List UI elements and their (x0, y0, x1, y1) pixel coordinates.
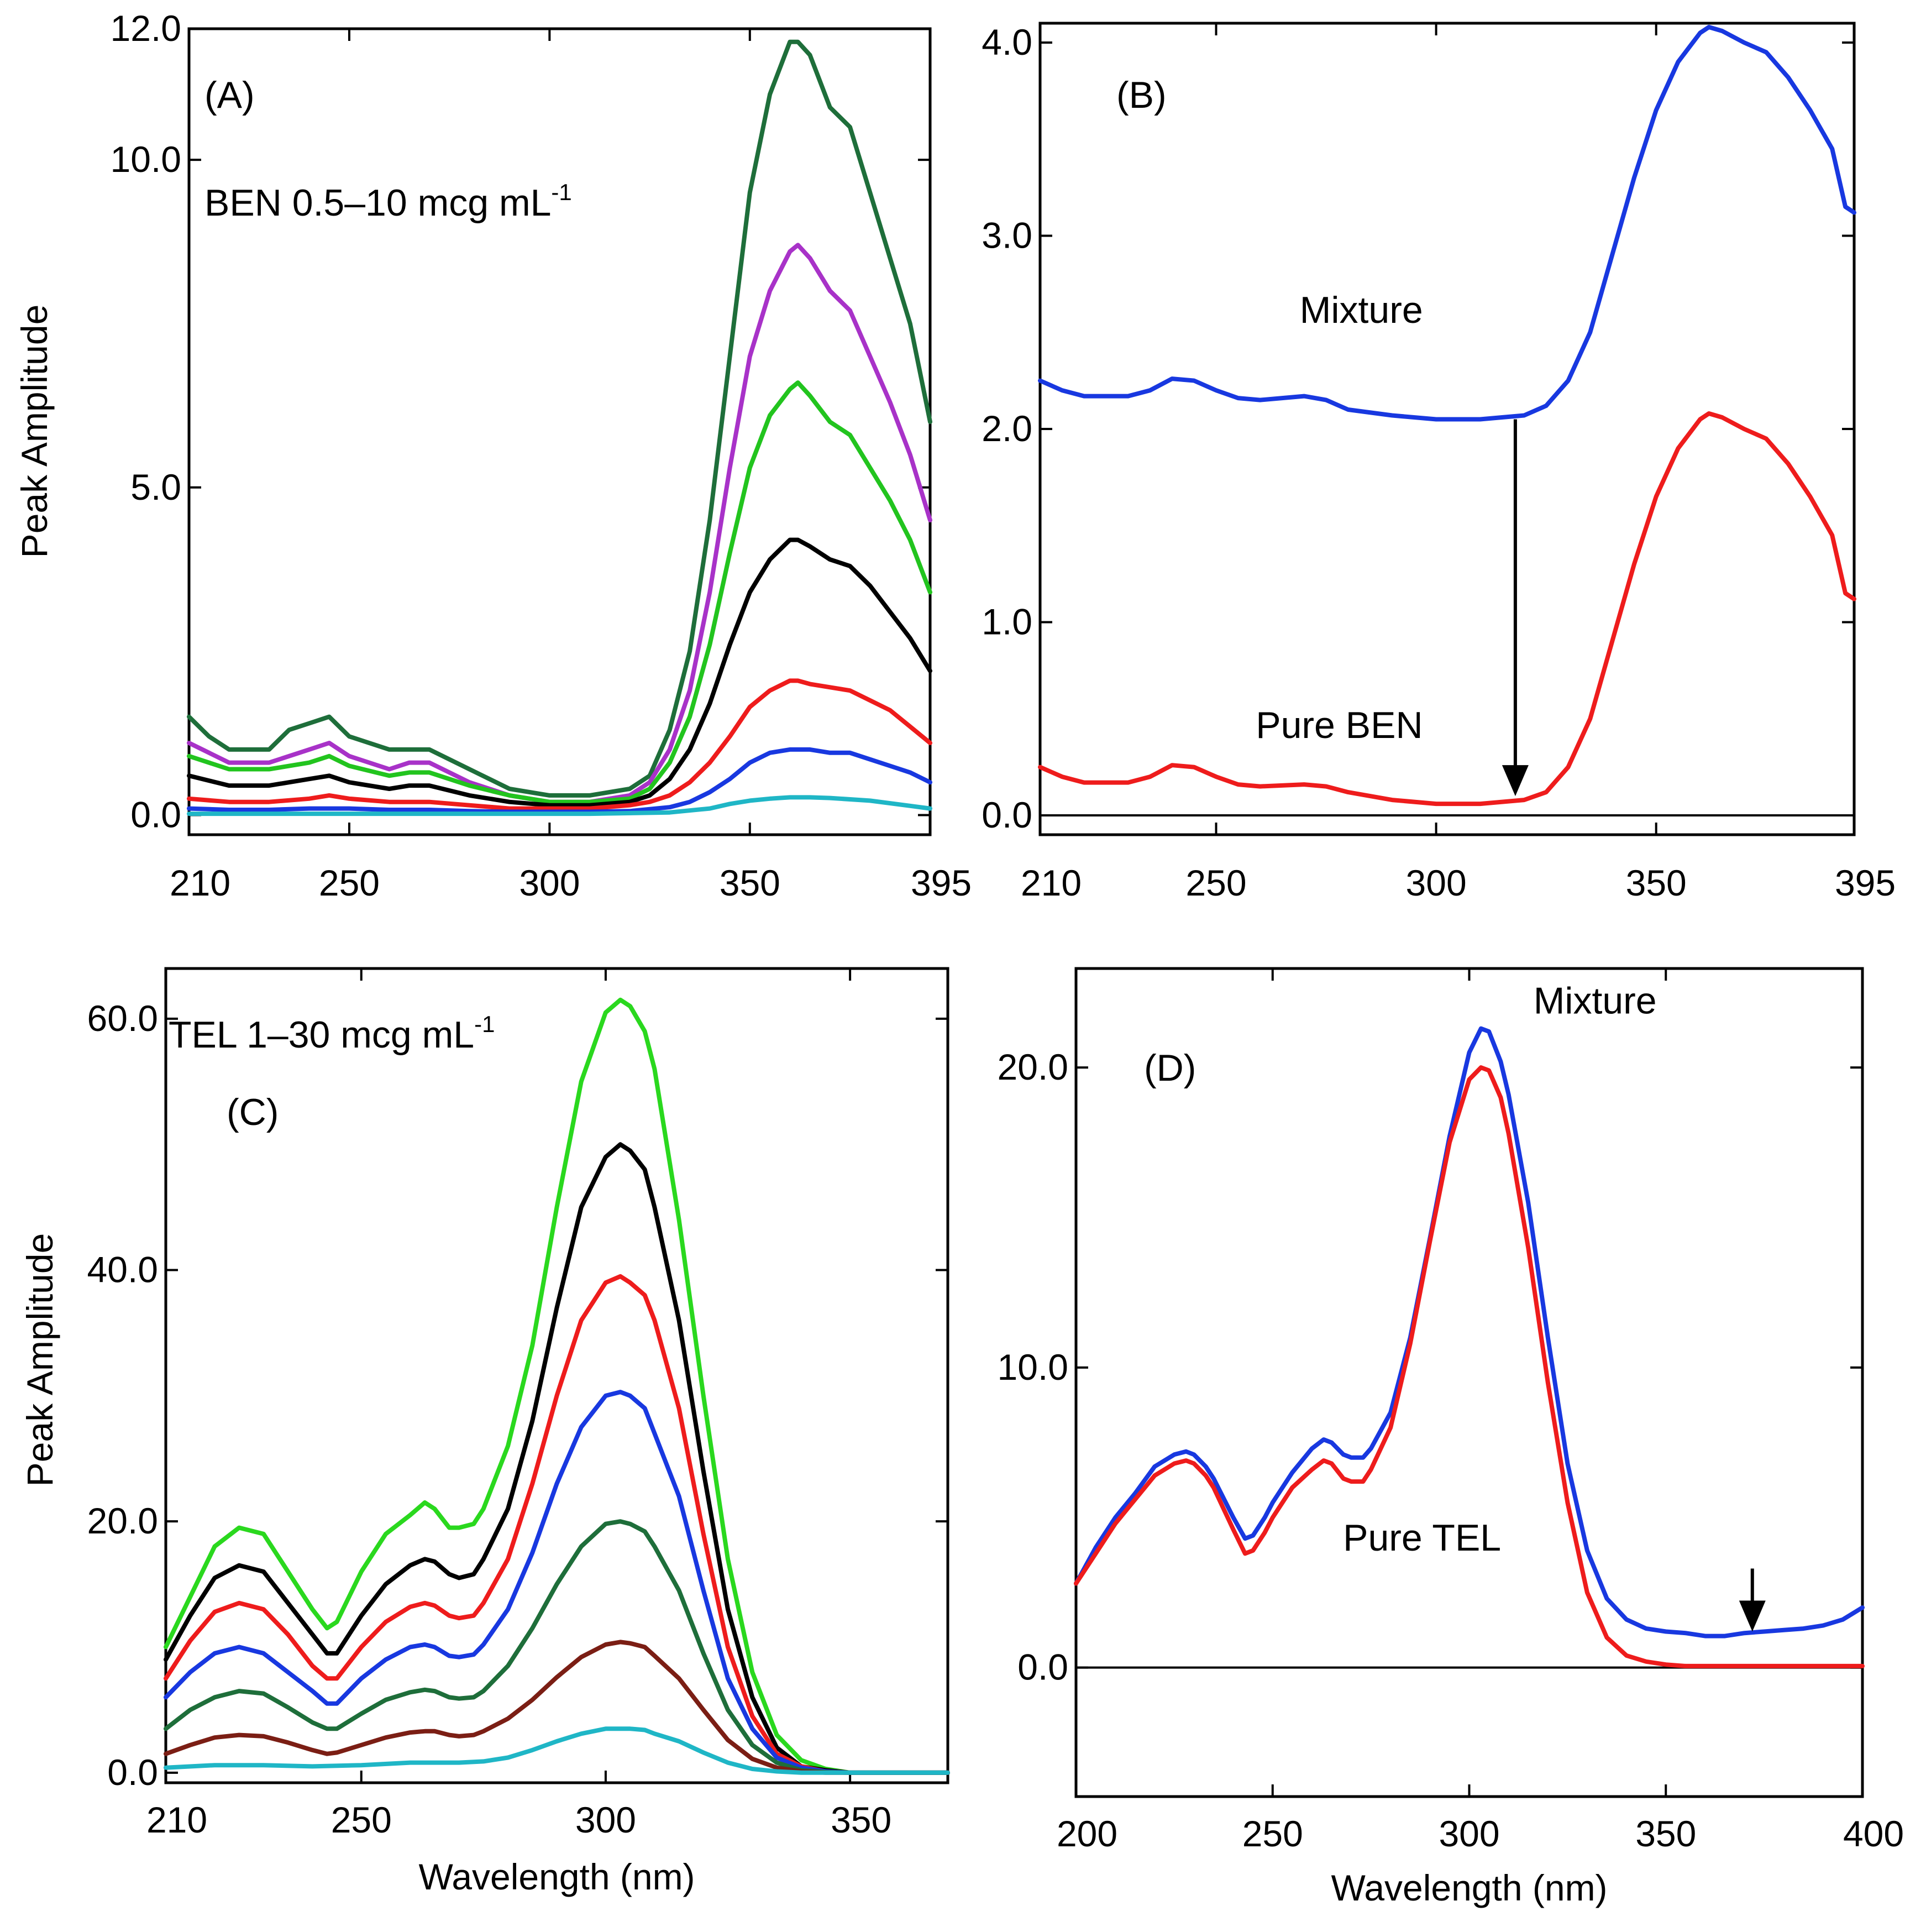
x-tick-label: 395 (911, 862, 972, 903)
plot-frame (1074, 967, 1864, 1798)
y-tick-label: 0.0 (982, 794, 1032, 835)
series-line-b-0 (1038, 25, 1856, 422)
series-line-c-3 (164, 1390, 950, 1775)
y-tick-label: 12.0 (111, 8, 181, 49)
concentration-annotation: TEL 1–30 mcg mL-1 (169, 1011, 495, 1056)
x-axis-title: Wavelength (nm) (418, 1856, 695, 1897)
panel-a: 210 250 300 350 395 0.0 5.0 10.0 12.0 (A) BEN 0.5–… (14, 8, 972, 903)
curve-annotation: Mixture (1300, 289, 1423, 331)
x-tick-label: 395 (1835, 862, 1896, 903)
panel-d: 200 250 300 350 400 0.0 10.0 20.0 (D) Mixture Pure… (998, 967, 1904, 1908)
series-line-c-0 (164, 997, 950, 1775)
panel-label: (A) (204, 74, 255, 116)
series-line-a-1 (187, 243, 932, 804)
arrow-head-icon (1502, 765, 1529, 797)
x-tick-label: 400 (1843, 1813, 1904, 1854)
plot-frame (164, 967, 949, 1784)
series-line-a-6 (187, 795, 932, 816)
concentration-unit-exponent: -1 (551, 179, 571, 205)
x-tick-label: 300 (519, 862, 580, 903)
x-tick-label: 350 (720, 862, 780, 903)
arrow-head-icon (1739, 1600, 1766, 1632)
y-tick-label: 0.0 (1017, 1647, 1068, 1688)
series-line-c-4 (164, 1519, 950, 1775)
x-tick-label: 250 (1242, 1813, 1303, 1854)
y-axis-title: Peak Amplitude (14, 305, 55, 558)
curve-annotation: Mixture (1534, 980, 1657, 1022)
concentration-text: BEN 0.5–10 mcg mL (204, 182, 551, 224)
y-tick-label: 60.0 (87, 998, 158, 1039)
series-line-a-2 (187, 380, 932, 804)
x-tick-label: 200 (1057, 1813, 1117, 1854)
x-tick-label: 210 (1021, 862, 1082, 903)
series-line-c-5 (164, 1640, 950, 1775)
series-line-c-6 (164, 1726, 950, 1775)
series-line-a-0 (187, 39, 932, 798)
y-tick-label: 20.0 (998, 1046, 1068, 1087)
x-tick-label: 350 (1635, 1813, 1696, 1854)
y-tick-label: 20.0 (87, 1500, 158, 1541)
series-line-a-3 (187, 537, 932, 808)
x-tick-label: 210 (170, 862, 230, 903)
series-line-c-2 (164, 1274, 950, 1775)
panel-c: 210 250 300 350 0.0 20.0 40.0 60.0 (C) TEL 1–30 m… (19, 967, 950, 1897)
x-tick-label: 250 (319, 862, 380, 903)
curve-annotation: Pure TEL (1343, 1517, 1501, 1559)
curve-annotation: Pure BEN (1256, 704, 1423, 746)
series-line-a-5 (187, 747, 932, 814)
panel-b: 210 250 300 350 395 0.0 1.0 2.0 3.0 4.0 (B) Mixture… (982, 22, 1896, 903)
concentration-unit-exponent: -1 (474, 1011, 495, 1037)
x-tick-label: 300 (575, 1799, 636, 1840)
x-tick-label: 250 (331, 1799, 392, 1840)
concentration-annotation: BEN 0.5–10 mcg mL-1 (204, 179, 572, 224)
x-tick-label: 210 (146, 1799, 207, 1840)
panel-label: (B) (1116, 74, 1167, 116)
series-line-c-1 (164, 1142, 950, 1775)
panel-label: (C) (227, 1091, 279, 1133)
x-tick-label: 350 (1626, 862, 1687, 903)
series-line-b-1 (1038, 411, 1856, 807)
y-tick-label: 0.0 (107, 1752, 158, 1793)
x-tick-label: 300 (1439, 1813, 1499, 1854)
panel-label: (D) (1144, 1047, 1196, 1089)
x-tick-label: 350 (831, 1799, 891, 1840)
x-tick-label: 300 (1406, 862, 1467, 903)
y-tick-label: 40.0 (87, 1249, 158, 1290)
x-tick-label: 250 (1185, 862, 1246, 903)
y-tick-label: 0.0 (130, 794, 181, 835)
y-tick-label: 4.0 (982, 22, 1032, 62)
y-axis-title: Peak Amplitude (19, 1233, 60, 1487)
y-tick-label: 2.0 (982, 408, 1032, 449)
series-line-a-4 (187, 678, 932, 811)
y-tick-label: 10.0 (998, 1347, 1068, 1388)
y-tick-label: 5.0 (130, 467, 181, 507)
plot-frame (1038, 22, 1856, 836)
concentration-text: TEL 1–30 mcg mL (169, 1014, 474, 1056)
series-line-d-1 (1074, 1065, 1865, 1668)
x-axis-title: Wavelength (nm) (1331, 1867, 1607, 1908)
y-tick-label: 1.0 (982, 601, 1032, 642)
y-tick-label: 3.0 (982, 214, 1032, 255)
plot-frame (187, 27, 932, 836)
y-tick-label: 10.0 (111, 139, 181, 180)
